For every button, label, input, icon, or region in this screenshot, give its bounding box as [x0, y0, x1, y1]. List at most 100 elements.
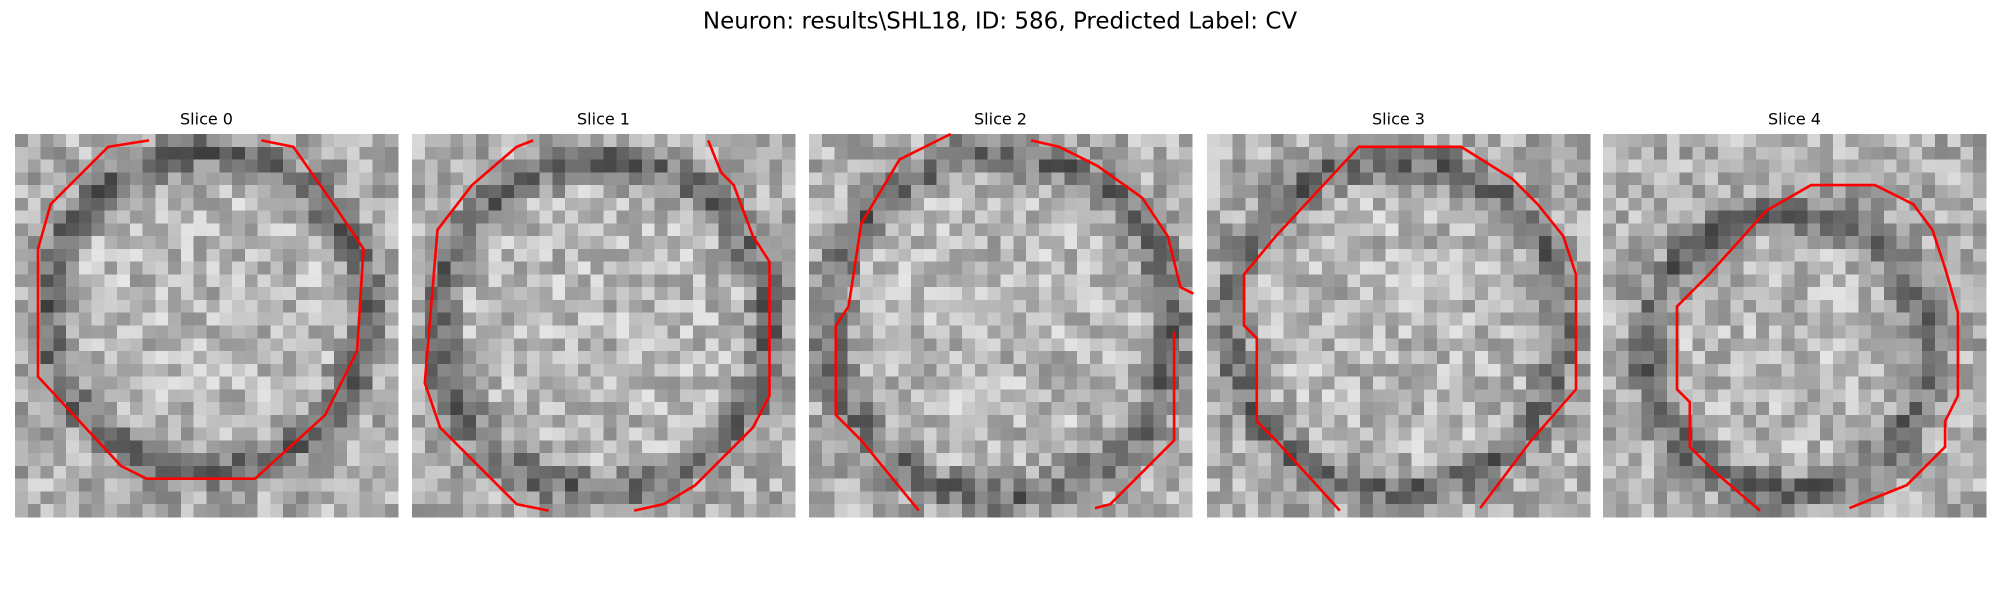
- pixel: [1538, 248, 1553, 263]
- pixel: [616, 440, 630, 454]
- pixel: [450, 299, 464, 314]
- pixel: [1372, 236, 1387, 250]
- pixel: [168, 134, 182, 148]
- pixel: [1449, 363, 1463, 378]
- pixel: [1140, 491, 1155, 505]
- pixel: [1922, 376, 1936, 390]
- pixel: [809, 491, 823, 505]
- pixel: [1717, 274, 1732, 288]
- pixel: [1051, 236, 1065, 250]
- pixel: [1883, 402, 1898, 416]
- pixel: [974, 363, 989, 378]
- pixel: [1360, 389, 1374, 403]
- pixel: [1513, 325, 1527, 339]
- pixel: [1424, 402, 1438, 416]
- pixel: [385, 427, 399, 441]
- pixel: [1219, 185, 1234, 199]
- pixel: [1385, 351, 1400, 365]
- pixel: [78, 261, 93, 276]
- pixel: [911, 427, 925, 441]
- pixel: [1871, 274, 1885, 288]
- pixel: [603, 465, 617, 480]
- pixel: [1692, 389, 1706, 403]
- pixel: [718, 197, 732, 212]
- pixel: [1896, 440, 1910, 454]
- pixel: [898, 504, 912, 518]
- pixel: [809, 414, 823, 429]
- pixel: [346, 261, 361, 276]
- pixel: [1232, 312, 1246, 327]
- pixel: [359, 453, 374, 467]
- pixel: [1845, 299, 1859, 314]
- pixel: [117, 312, 131, 327]
- pixel: [834, 223, 848, 237]
- pixel: [1717, 172, 1732, 186]
- pixel: [731, 248, 745, 263]
- pixel: [539, 414, 554, 429]
- pixel: [1296, 389, 1310, 403]
- pixel: [1140, 312, 1155, 327]
- pixel: [1219, 440, 1234, 454]
- pixel: [168, 338, 182, 352]
- pixel: [705, 274, 719, 288]
- pixel: [577, 236, 592, 250]
- pixel: [1360, 414, 1374, 429]
- pixel: [1807, 453, 1821, 467]
- pixel: [1153, 427, 1168, 441]
- pixel: [1551, 427, 1566, 441]
- pixel: [577, 248, 592, 263]
- pixel: [1628, 210, 1642, 224]
- pixel: [1372, 197, 1387, 212]
- pixel: [603, 134, 617, 148]
- pixel: [1051, 414, 1065, 429]
- pixel: [552, 414, 566, 429]
- pixel: [526, 223, 541, 237]
- pixel: [232, 210, 246, 224]
- pixel: [987, 312, 1002, 327]
- pixel: [424, 261, 439, 276]
- pixel: [1424, 172, 1438, 186]
- pixel: [1717, 338, 1732, 352]
- pixel: [911, 414, 925, 429]
- pixel: [1089, 172, 1104, 186]
- pixel: [1641, 287, 1655, 301]
- pixel: [1051, 402, 1065, 416]
- pixel: [155, 504, 169, 518]
- pixel: [142, 427, 157, 441]
- pixel: [641, 402, 656, 416]
- pixel: [872, 351, 887, 365]
- pixel: [898, 338, 912, 352]
- pixel: [1245, 363, 1259, 378]
- pixel: [168, 185, 182, 199]
- pixel: [577, 261, 592, 276]
- pixel: [117, 210, 131, 224]
- pixel: [821, 414, 836, 429]
- pixel: [1026, 363, 1040, 378]
- pixel: [1296, 414, 1310, 429]
- pixel: [1768, 414, 1783, 429]
- pixel: [1436, 223, 1451, 237]
- pixel: [1666, 427, 1681, 441]
- pixel: [718, 274, 732, 288]
- pixel: [1794, 402, 1808, 416]
- pixel: [1896, 414, 1910, 429]
- pixel: [1679, 453, 1693, 467]
- pixel: [1321, 465, 1336, 480]
- pixel: [1679, 185, 1693, 199]
- pixel: [1743, 197, 1757, 212]
- pixel: [1641, 491, 1655, 505]
- pixel: [872, 389, 887, 403]
- pixel: [565, 159, 579, 173]
- pixel: [1436, 159, 1451, 173]
- pixel: [412, 134, 426, 148]
- pixel: [1245, 159, 1259, 173]
- pixel: [1577, 134, 1591, 148]
- pixel: [412, 325, 426, 339]
- pixel: [1768, 427, 1783, 441]
- pixel: [437, 338, 451, 352]
- pixel: [680, 427, 694, 441]
- pixel: [1026, 223, 1040, 237]
- contour: [1675, 183, 1960, 512]
- pixel: [385, 478, 399, 493]
- pixel: [539, 440, 554, 454]
